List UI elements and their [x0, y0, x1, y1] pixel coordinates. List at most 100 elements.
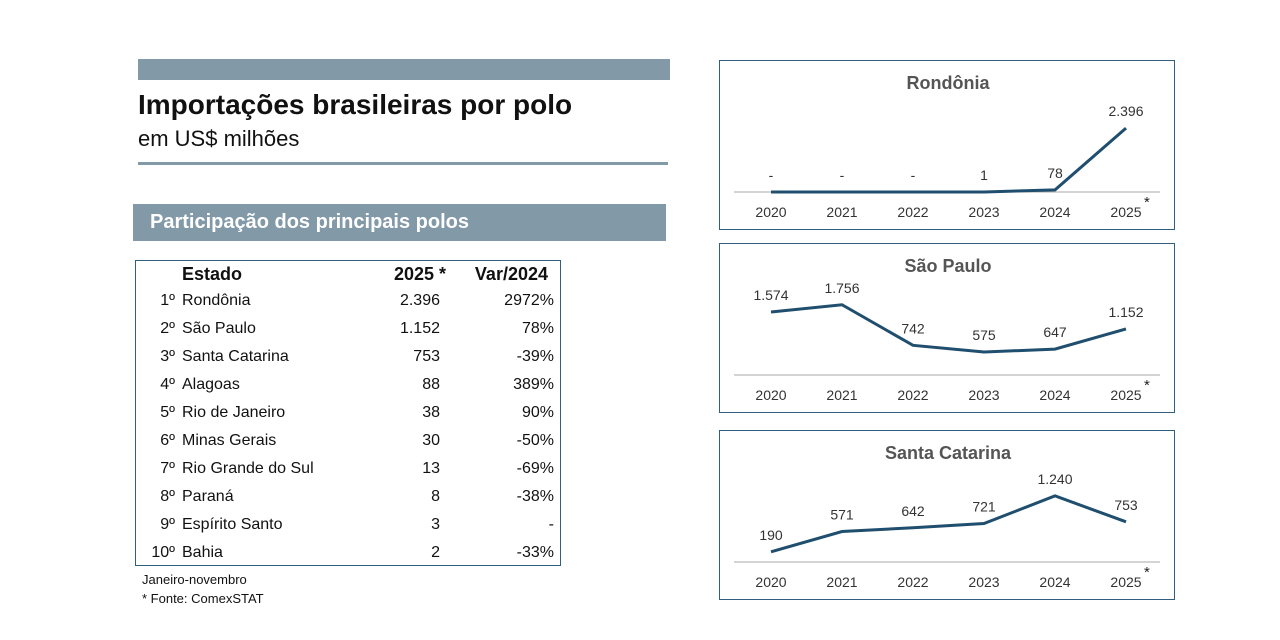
data-label: 1: [980, 167, 988, 183]
x-tick-label: 2020: [755, 204, 786, 220]
data-label: 1.152: [1108, 304, 1143, 320]
table-row: 4º Alagoas 88 389%: [136, 376, 560, 404]
data-label: 190: [759, 527, 783, 543]
chart-svg: São Paulo 1.574 2020 1.756 2021 742 2022 575 202…: [734, 256, 1160, 403]
data-label: 647: [1043, 324, 1067, 340]
cell-var: -69%: [516, 460, 554, 477]
chart-svg: Rondônia - 2020 - 2021 - 2022 1 2023 78 2024 2.396 2…: [734, 73, 1160, 220]
cell-var: 389%: [513, 376, 554, 393]
data-label: 571: [830, 507, 854, 523]
cell-v2025: 2.396: [399, 292, 440, 309]
section-header: Participação dos principais polos: [133, 204, 666, 241]
cell-estado: Rio Grande do Sul: [182, 460, 314, 477]
cell-estado: Espírito Santo: [182, 516, 283, 533]
data-label: 1.756: [824, 280, 859, 296]
x-tick-label: 2023: [968, 574, 999, 590]
cell-v2025: 8: [431, 488, 440, 505]
cell-rank: 10º: [151, 544, 175, 561]
x-tick-label: 2021: [826, 204, 857, 220]
data-label: 575: [972, 327, 996, 343]
cell-estado: Alagoas: [182, 376, 240, 393]
x-tick-label: 2022: [897, 387, 928, 403]
cell-rank: 7º: [160, 460, 175, 477]
table-row: 5º Rio de Janeiro 38 90%: [136, 404, 560, 432]
cell-rank: 4º: [160, 376, 175, 393]
x-tick-label: 2024: [1039, 204, 1070, 220]
top-accent-bar: [138, 59, 670, 80]
data-label: 78: [1047, 165, 1063, 181]
page-title: Importações brasileiras por polo: [138, 89, 573, 120]
data-label: 2.396: [1108, 103, 1143, 119]
header-estado: Estado: [182, 264, 243, 284]
cell-var: -50%: [516, 432, 554, 449]
cell-var: -33%: [516, 544, 554, 561]
x-tick-label: 2022: [897, 204, 928, 220]
estimate-marker: *: [1144, 377, 1150, 394]
estimate-marker: *: [1144, 194, 1150, 211]
series-line: [770, 303, 1127, 354]
cell-v2025: 3: [431, 516, 440, 533]
cell-var: -38%: [516, 488, 554, 505]
header-2025: 2025 *: [393, 264, 446, 284]
cell-rank: 1º: [160, 292, 175, 309]
series-line: [771, 126, 1127, 194]
cell-v2025: 753: [413, 348, 440, 365]
table-row: 8º Paraná 8 -38%: [136, 488, 560, 516]
page-subtitle: em US$ milhões: [138, 126, 300, 151]
data-label: 1.574: [753, 287, 788, 303]
x-tick-label: 2025: [1110, 574, 1141, 590]
cell-v2025: 1.152: [399, 320, 440, 337]
cell-rank: 5º: [160, 404, 175, 421]
table-row: 7º Rio Grande do Sul 13 -69%: [136, 460, 560, 488]
x-tick-label: 2025: [1110, 204, 1141, 220]
cell-v2025: 38: [422, 404, 440, 421]
cell-var: -39%: [516, 348, 554, 365]
cell-v2025: 30: [422, 432, 440, 449]
x-tick-label: 2023: [968, 387, 999, 403]
chart-title: São Paulo: [904, 256, 991, 276]
cell-estado: Minas Gerais: [182, 432, 277, 449]
cell-estado: Rondônia: [182, 292, 251, 309]
cell-estado: Paraná: [182, 488, 234, 505]
cell-rank: 9º: [160, 516, 175, 533]
x-tick-label: 2024: [1039, 574, 1070, 590]
chart-title: Santa Catarina: [885, 443, 1012, 463]
cell-rank: 2º: [160, 320, 175, 337]
ranking-table: Estado 2025 * Var/2024 1º Rondônia 2.396 29…: [135, 260, 561, 566]
x-tick-label: 2022: [897, 574, 928, 590]
period-note: Janeiro-novembro: [142, 572, 247, 587]
table-header: Estado 2025 * Var/2024: [136, 264, 560, 292]
x-tick-label: 2025: [1110, 387, 1141, 403]
cell-rank: 6º: [160, 432, 175, 449]
cell-v2025: 13: [422, 460, 440, 477]
divider: [138, 162, 668, 165]
chart-sao-paulo: São Paulo 1.574 2020 1.756 2021 742 2022 575 202…: [719, 243, 1175, 413]
source-note: * Fonte: ComexSTAT: [142, 591, 264, 606]
x-tick-label: 2020: [755, 387, 786, 403]
x-tick-label: 2021: [826, 387, 857, 403]
cell-estado: Bahia: [182, 544, 223, 561]
table-row: 6º Minas Gerais 30 -50%: [136, 432, 560, 460]
table-row: 1º Rondônia 2.396 2972%: [136, 292, 560, 320]
chart-svg: Santa Catarina 190 2020 571 2021 642 2022 721 20…: [734, 443, 1160, 590]
x-tick-label: 2023: [968, 204, 999, 220]
header-var: Var/2024: [474, 264, 548, 284]
data-label: 1.240: [1037, 471, 1072, 487]
cell-estado: São Paulo: [182, 320, 256, 337]
cell-v2025: 2: [431, 544, 440, 561]
data-label: -: [769, 167, 774, 183]
table-row: 3º Santa Catarina 753 -39%: [136, 348, 560, 376]
data-label: -: [840, 167, 845, 183]
data-label: 642: [901, 503, 925, 519]
data-label: 742: [901, 320, 925, 336]
cell-var: 2972%: [504, 292, 554, 309]
chart-santa-catarina: Santa Catarina 190 2020 571 2021 642 2022 721 20…: [719, 430, 1175, 600]
cell-var: -: [548, 516, 554, 533]
cell-var: 78%: [521, 320, 554, 337]
cell-estado: Rio de Janeiro: [182, 404, 286, 421]
chart-rondonia: Rondônia - 2020 - 2021 - 2022 1 2023 78 2024 2.396 2…: [719, 60, 1175, 230]
x-tick-label: 2020: [755, 574, 786, 590]
cell-var: 90%: [521, 404, 554, 421]
data-label: 753: [1114, 497, 1138, 513]
cell-rank: 3º: [160, 348, 175, 365]
